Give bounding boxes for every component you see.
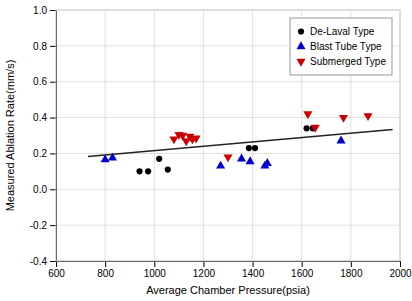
grid-line-y [56, 81, 400, 82]
plot-frame [56, 10, 400, 261]
x-tick: 1000 [144, 261, 167, 279]
y-tick: 0.4 [33, 112, 56, 123]
point [339, 115, 348, 123]
x-tick-mark [351, 261, 352, 267]
x-tick-mark [302, 261, 303, 267]
y-tick: 0.2 [33, 148, 56, 159]
point [311, 125, 320, 133]
y-tick-mark [50, 10, 56, 11]
x-tick: 1600 [291, 261, 314, 279]
grid-line-y [56, 189, 400, 190]
y-tick-mark [50, 46, 56, 47]
x-tick: 800 [97, 261, 114, 279]
plot-area [88, 111, 393, 174]
y-axis: -0.4 -0.2 0.0 0.2 0.4 0.6 0.8 1.0 [30, 5, 57, 267]
x-axis-line [57, 262, 401, 268]
x-tick-mark [154, 261, 155, 267]
grid-line-y [56, 117, 400, 118]
legend-label: Blast Tube Type [310, 41, 382, 52]
y-tick-label: 0.4 [33, 112, 47, 123]
y-tick-label: 0.0 [33, 184, 47, 195]
x-tick: 1400 [242, 261, 265, 279]
fit-line [88, 130, 393, 157]
x-axis: 600 800 1000 1200 1400 1600 1800 2000 [48, 261, 412, 279]
x-tick-label: 1200 [193, 268, 216, 279]
point [363, 113, 372, 121]
y-tick: -0.4 [30, 256, 56, 267]
y-tick: 1.0 [33, 5, 56, 16]
x-tick-label: 1000 [144, 268, 167, 279]
y-tick-label: -0.4 [30, 256, 48, 267]
grid-line-x [203, 10, 204, 261]
y-tick-mark [50, 261, 56, 262]
point [303, 111, 312, 119]
point [216, 161, 225, 169]
y-tick-mark [50, 82, 56, 83]
x-axis-title: Average Chamber Pressure(psia) [146, 284, 310, 296]
point [156, 156, 162, 162]
x-tick-label: 2000 [389, 268, 412, 279]
legend-label: Submerged Type [310, 56, 386, 67]
grid-line-x [105, 10, 106, 261]
x-tick-mark [105, 261, 106, 267]
point [169, 136, 178, 144]
x-tick-label: 600 [48, 268, 65, 279]
point [223, 154, 232, 162]
y-tick: 0.0 [33, 184, 56, 195]
y-tick-mark [50, 153, 56, 154]
legend-symbol [296, 41, 305, 49]
legend: De-Laval Type Blast Tube Type Submerged Ty… [290, 18, 392, 75]
point [263, 158, 272, 166]
x-tick-label: 1800 [340, 268, 363, 279]
point [304, 125, 310, 131]
legend-symbol [296, 59, 305, 67]
legend-label: De-Laval Type [310, 26, 375, 37]
point [336, 136, 345, 144]
x-tick-mark [400, 261, 401, 267]
point [252, 145, 258, 151]
point [165, 166, 171, 172]
legend-symbol [298, 28, 304, 34]
y-tick-label: 1.0 [33, 5, 47, 16]
y-tick: 0.6 [33, 76, 56, 87]
y-tick-label: 0.8 [33, 41, 47, 52]
chart: 600 800 1000 1200 1400 1600 1800 2000 -0.4 -0.2 0.… [0, 0, 412, 301]
point [191, 136, 200, 144]
x-tick: 600 [48, 261, 65, 279]
grid [56, 10, 400, 261]
x-tick-label: 1400 [242, 268, 265, 279]
point [237, 154, 246, 162]
y-tick-label: 0.2 [33, 148, 47, 159]
grid-line-x [252, 10, 253, 261]
grid-line-y [56, 225, 400, 226]
x-tick: 1800 [340, 261, 363, 279]
x-tick-label: 800 [97, 268, 114, 279]
y-tick-mark [50, 225, 56, 226]
y-tick-label: -0.2 [30, 220, 48, 231]
x-tick-label: 1600 [291, 268, 314, 279]
point [136, 168, 142, 174]
y-tick-label: 0.6 [33, 76, 47, 87]
y-tick: 0.8 [33, 41, 56, 52]
point [101, 154, 110, 162]
legend-box [290, 18, 392, 75]
point [246, 145, 252, 151]
y-tick-mark [50, 189, 56, 190]
point [145, 168, 151, 174]
y-tick: -0.2 [30, 220, 56, 231]
y-tick-mark [50, 118, 56, 119]
x-tick: 1200 [193, 261, 216, 279]
point [108, 153, 117, 161]
grid-line-x [154, 10, 155, 261]
x-tick-mark [203, 261, 204, 267]
x-tick-mark [253, 261, 254, 267]
y-axis-title: Measured Ablation Rate(mm/s) [4, 60, 16, 212]
grid-line-y [56, 153, 400, 154]
x-tick: 2000 [389, 261, 412, 279]
point [246, 156, 255, 164]
